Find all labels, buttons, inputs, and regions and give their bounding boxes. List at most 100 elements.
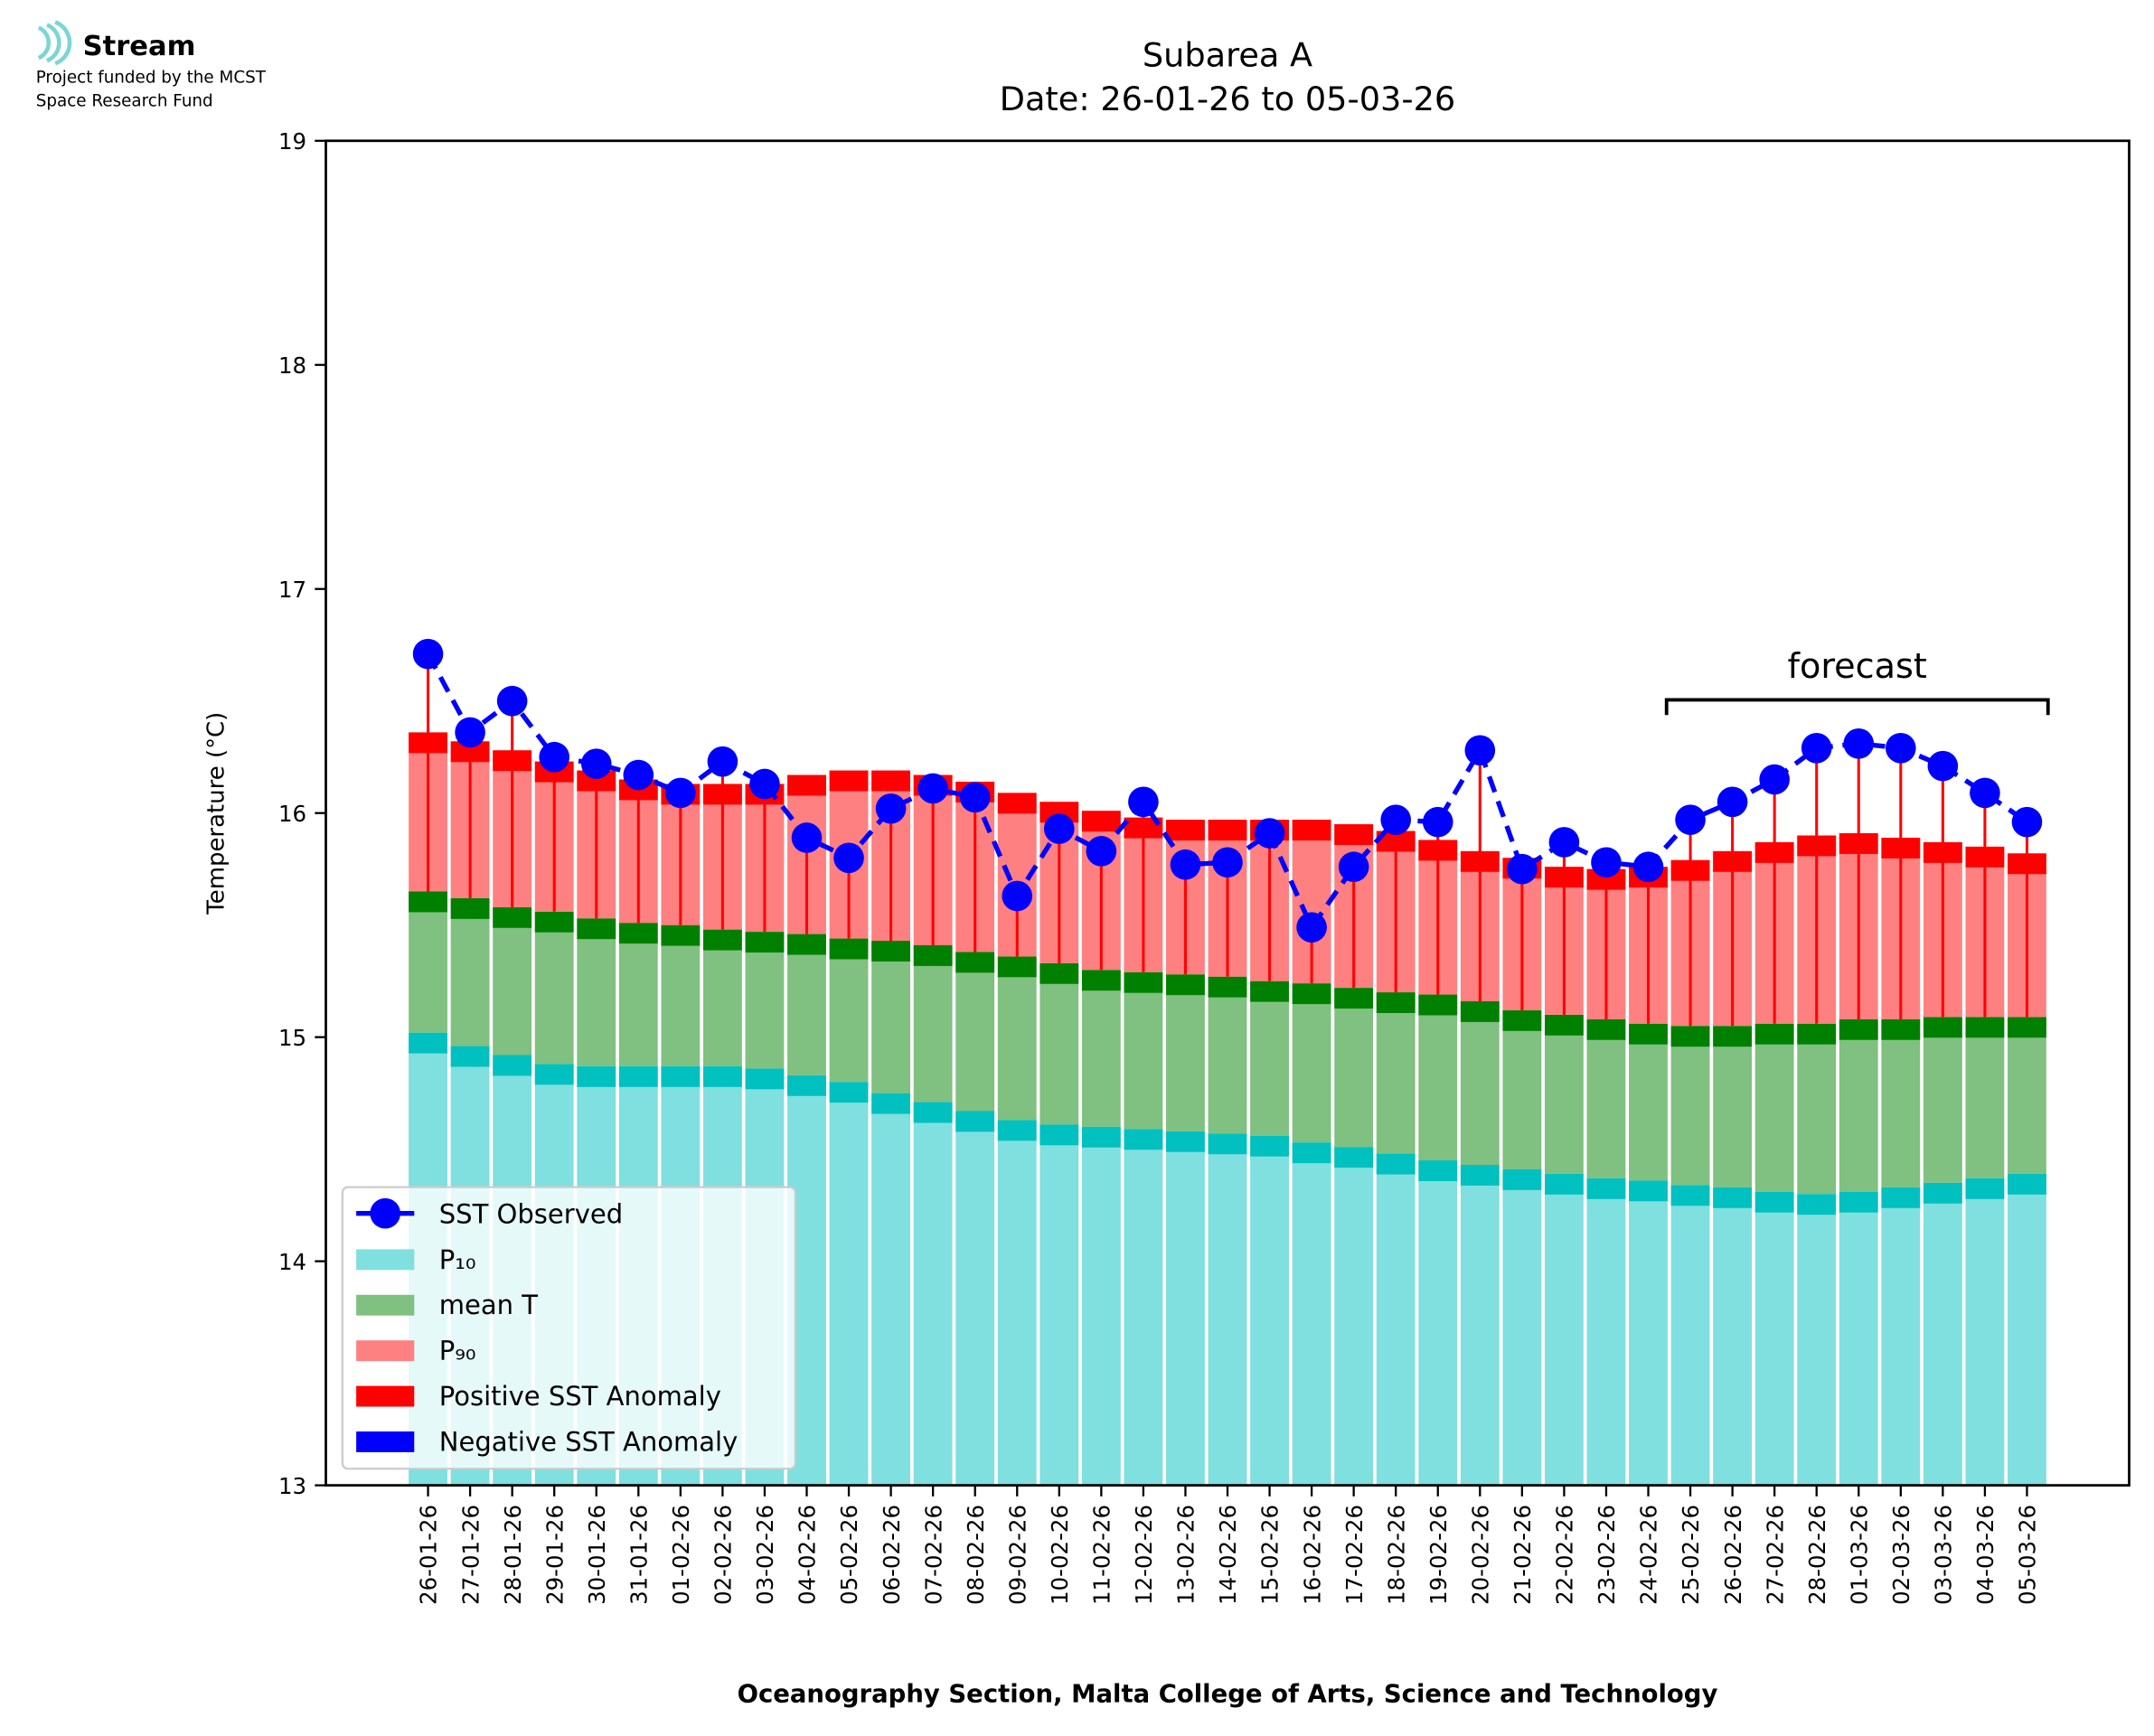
bar-segment — [997, 1120, 1037, 1486]
bar-band — [577, 1065, 616, 1087]
bar-band — [871, 770, 911, 792]
bar-band — [1081, 970, 1121, 991]
y-tick-label: 17 — [278, 577, 306, 603]
bar-segment — [1544, 1014, 1584, 1174]
bar-band — [1124, 1129, 1163, 1150]
bar-band — [913, 1102, 953, 1123]
legend-label: P₁₀ — [439, 1244, 476, 1275]
bar-segment — [1629, 1023, 1668, 1181]
bar-segment — [1418, 994, 1458, 1161]
bar-segment — [997, 956, 1037, 1121]
bar-band — [2008, 1173, 2046, 1195]
bar-band — [997, 1120, 1037, 1141]
legend-swatch — [356, 1431, 415, 1452]
bar-segment — [1713, 1187, 1753, 1486]
observed-marker — [539, 741, 569, 773]
bar-segment — [955, 1111, 995, 1486]
bar-band — [955, 952, 995, 973]
bar-segment — [577, 918, 616, 1066]
bar-band — [1166, 974, 1205, 996]
bar-segment — [1124, 1129, 1163, 1486]
bar-segment — [1839, 1191, 1878, 1486]
bar-band — [955, 1111, 995, 1132]
bar-band — [913, 945, 953, 966]
bar-band — [871, 941, 911, 962]
observed-marker — [1632, 851, 1664, 883]
x-tick-label: 11-02-26 — [1089, 1505, 1115, 1605]
x-tick-label: 15-02-26 — [1257, 1505, 1284, 1605]
x-tick-label: 26-01-26 — [416, 1505, 442, 1605]
bar-segment — [787, 934, 826, 1075]
observed-marker — [1464, 735, 1496, 766]
bar-segment — [1166, 1131, 1205, 1486]
observed-marker — [665, 777, 696, 809]
bar-band — [1292, 820, 1331, 841]
observed-marker — [1380, 804, 1412, 835]
bar-segment — [745, 932, 785, 1069]
bar-band — [618, 923, 658, 944]
observed-marker — [2011, 806, 2043, 838]
observed-marker — [1212, 847, 1243, 878]
bar-segment — [1965, 1178, 2005, 1486]
bar-segment — [1334, 988, 1374, 1148]
bar-band — [534, 1064, 574, 1085]
bar-segment — [1502, 1009, 1542, 1169]
bar-band — [1376, 992, 1416, 1013]
logo-name: Stream — [83, 31, 196, 62]
bar-band — [534, 911, 574, 933]
x-tick-label: 29-01-26 — [541, 1505, 568, 1605]
legend-swatch — [356, 1249, 415, 1271]
x-tick-label: 26-02-26 — [1720, 1505, 1746, 1605]
observed-marker — [1170, 849, 1201, 880]
x-tick-label: 20-02-26 — [1467, 1505, 1493, 1605]
x-tick-label: 25-02-26 — [1678, 1505, 1704, 1605]
bar-segment — [1334, 1147, 1374, 1486]
bar-segment — [913, 1102, 953, 1486]
x-tick-label: 14-02-26 — [1215, 1505, 1241, 1605]
bar-band — [450, 1046, 490, 1067]
bar-segment — [1881, 1018, 1921, 1187]
bar-segment — [2008, 1017, 2046, 1174]
x-tick-label: 21-02-26 — [1510, 1505, 1536, 1605]
bar-band — [1334, 824, 1374, 846]
x-tick-label: 24-02-26 — [1636, 1505, 1662, 1605]
bar-segment — [1124, 971, 1163, 1130]
bar-segment — [829, 1082, 869, 1486]
chart-title: Date: 26-01-26 to 05-03-26 — [1000, 80, 1456, 118]
bar-band — [1965, 1178, 2005, 1199]
observed-marker — [1675, 804, 1706, 835]
bar-segment — [618, 923, 658, 1066]
x-tick-label: 12-02-26 — [1131, 1505, 1157, 1605]
bar-segment — [1376, 1153, 1416, 1486]
bar-band — [1586, 1018, 1626, 1040]
x-tick-label: 28-02-26 — [1804, 1505, 1830, 1605]
observed-marker — [791, 822, 823, 853]
bar-segment — [1629, 1180, 1668, 1486]
bar-band — [618, 1065, 658, 1087]
bar-segment — [1376, 992, 1416, 1154]
bar-band — [1124, 971, 1163, 993]
observed-marker — [707, 746, 738, 777]
bar-band — [1081, 811, 1121, 832]
observed-marker — [1927, 750, 1959, 782]
bar-band — [1713, 1026, 1753, 1047]
bar-band — [1081, 1126, 1121, 1148]
bar-band — [1713, 1187, 1753, 1208]
x-tick-label: 28-01-26 — [500, 1505, 526, 1605]
observed-marker — [1086, 836, 1117, 867]
bar-band — [871, 1093, 911, 1114]
bar-band — [1629, 1180, 1668, 1202]
bar-band — [997, 956, 1037, 978]
bar-segment — [871, 941, 911, 1093]
x-tick-label: 17-02-26 — [1341, 1505, 1368, 1605]
observed-marker — [1591, 847, 1622, 878]
x-axis-label: Oceanography Section, Malta College of A… — [738, 1679, 1718, 1708]
legend-label: Negative SST Anomaly — [439, 1426, 738, 1457]
bar-band — [1797, 1194, 1837, 1215]
x-tick-label: 02-02-26 — [710, 1505, 737, 1605]
bar-band — [1292, 1142, 1331, 1164]
bar-band — [450, 897, 490, 919]
bar-segment — [1208, 976, 1247, 1134]
x-tick-label: 13-02-26 — [1173, 1505, 1199, 1605]
bar-segment — [1754, 1191, 1794, 1486]
